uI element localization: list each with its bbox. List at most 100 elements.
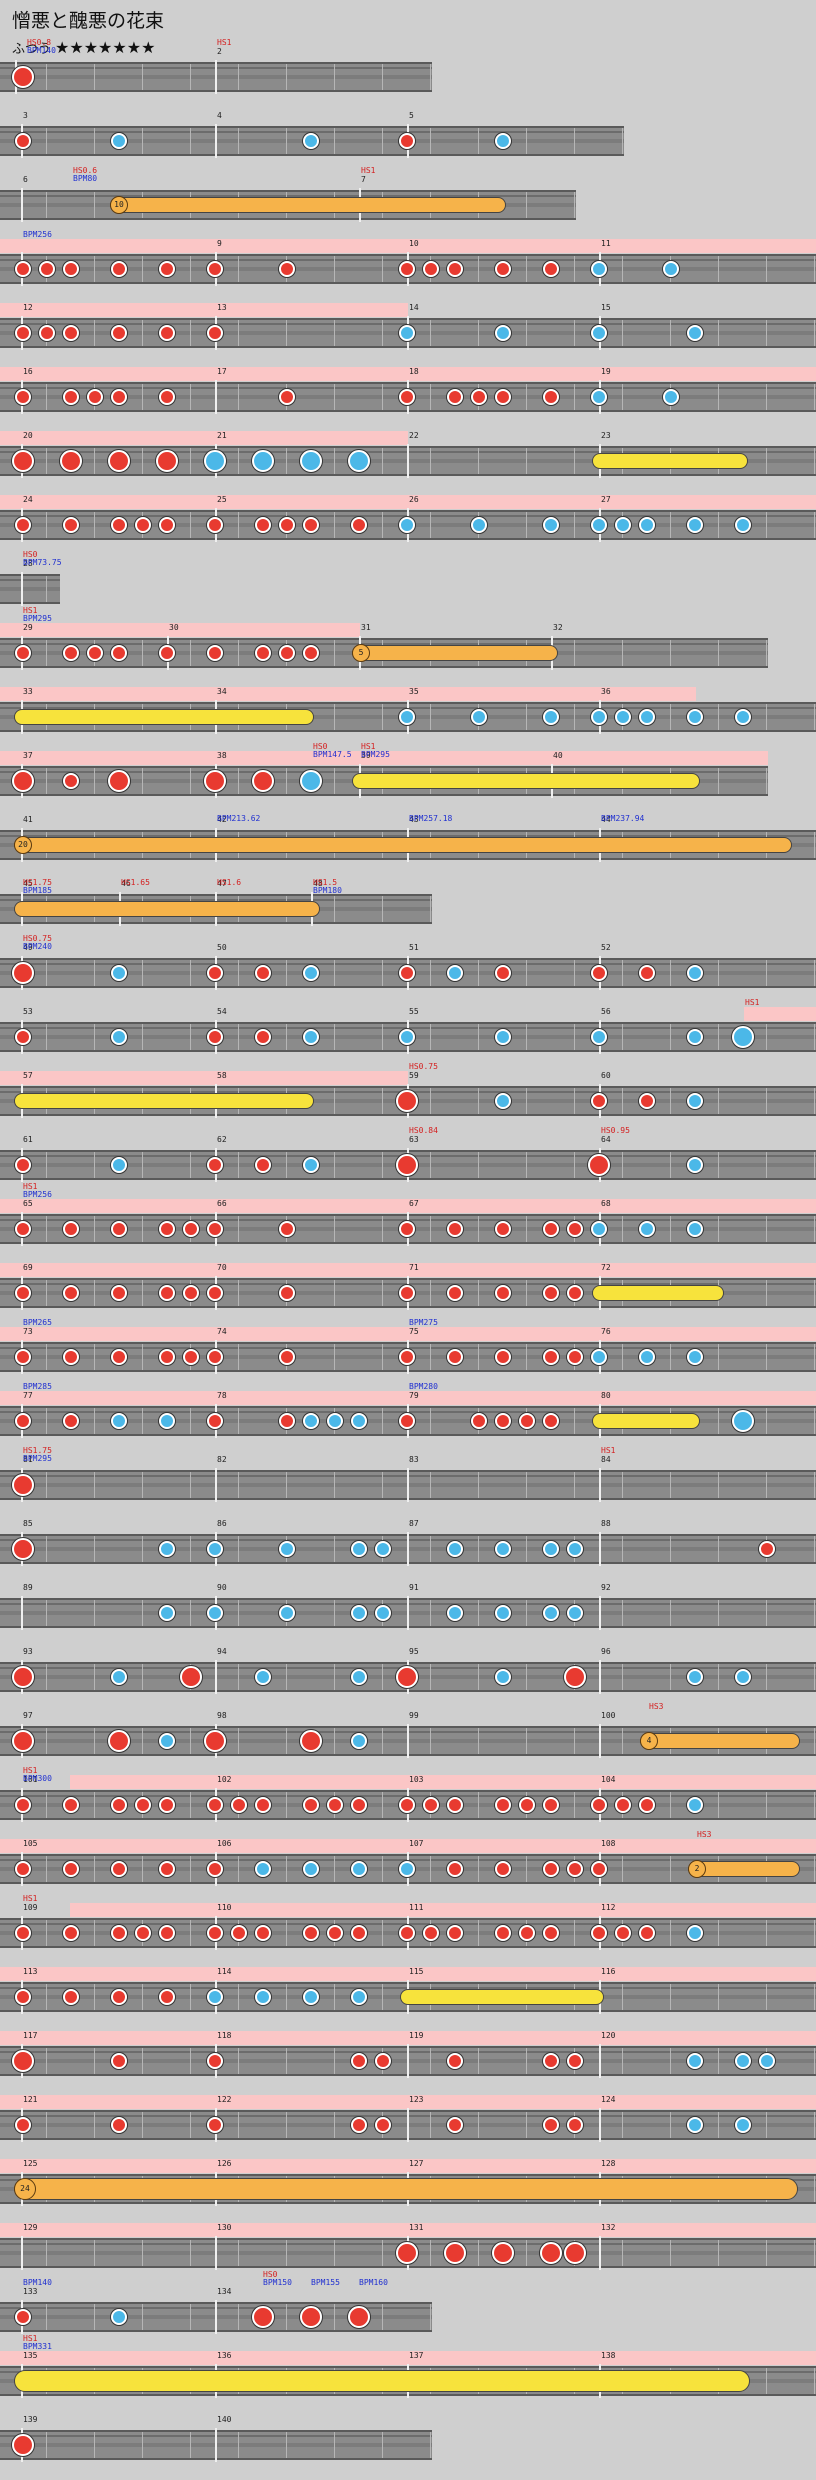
- beat-line: [478, 128, 479, 154]
- beat-line: [430, 2304, 431, 2330]
- beat-line: [478, 1600, 479, 1626]
- beat-line: [718, 1024, 719, 1050]
- beat-line: [286, 2048, 287, 2074]
- beat-line: [670, 1984, 671, 2010]
- don-note: [207, 2053, 223, 2069]
- beat-line: [622, 2240, 623, 2266]
- ka-note: [543, 1605, 559, 1621]
- ka-note: [639, 1221, 655, 1237]
- don-note: [399, 261, 415, 277]
- beat-line: [718, 512, 719, 538]
- measure-number: 123: [409, 2095, 424, 2104]
- don-note: [567, 1221, 583, 1237]
- don-note: [159, 517, 175, 533]
- measure-number: 86: [217, 1519, 227, 1528]
- don-note: [399, 1221, 415, 1237]
- note-lane: [0, 126, 624, 156]
- beat-line: [478, 1664, 479, 1690]
- beat-line: [622, 640, 623, 666]
- beat-line: [46, 1536, 47, 1562]
- beat-line: [670, 1856, 671, 1882]
- ka-note: [471, 517, 487, 533]
- measure-number: 94: [217, 1647, 227, 1656]
- beat-line: [478, 960, 479, 986]
- don-note: [255, 1925, 271, 1941]
- ka-note: [567, 1541, 583, 1557]
- don-note: [207, 1797, 223, 1813]
- bar-line: [407, 1468, 409, 1502]
- scroll-speed-label: HS0.75: [409, 1062, 438, 1071]
- ka-note: [495, 1029, 511, 1045]
- don-note: [279, 1349, 295, 1365]
- measure-row: 97 98 99 100 HS3 4: [0, 1702, 816, 1772]
- beat-line: [334, 128, 335, 154]
- gogo-band: [0, 1391, 816, 1405]
- beat-line: [382, 1152, 383, 1178]
- measure-number: 96: [601, 1647, 611, 1656]
- beat-line: [382, 1408, 383, 1434]
- beat-line: [190, 1152, 191, 1178]
- beat-line: [142, 2432, 143, 2458]
- bpm-label: BPM140: [27, 46, 56, 55]
- bpm-label: BPM256: [23, 230, 52, 239]
- beat-line: [622, 1728, 623, 1754]
- don-big-note: [396, 1154, 418, 1176]
- beat-line: [286, 1728, 287, 1754]
- bpm-label: BPM155: [311, 2278, 340, 2287]
- ka-note: [255, 1861, 271, 1877]
- beat-line: [526, 1152, 527, 1178]
- don-big-note: [12, 2434, 34, 2456]
- beat-line: [670, 1536, 671, 1562]
- beat-line: [190, 2048, 191, 2074]
- measure-number: 118: [217, 2031, 232, 2040]
- beat-line: [46, 1728, 47, 1754]
- beat-line: [238, 1984, 239, 2010]
- beat-line: [238, 256, 239, 282]
- don-note: [495, 1797, 511, 1813]
- gogo-band: [0, 623, 360, 637]
- beat-line: [94, 2240, 95, 2266]
- measure-row: 3 4 5: [0, 108, 624, 172]
- beat-line: [622, 1664, 623, 1690]
- measure-number: 74: [217, 1327, 227, 1336]
- gogo-band: [0, 1839, 816, 1853]
- beat-line: [430, 960, 431, 986]
- bpm-label: BPM237.94: [601, 814, 645, 823]
- measure-row: 33 34 35 36: [0, 684, 816, 748]
- beat-line: [670, 1920, 671, 1946]
- measure-number: 50: [217, 943, 227, 952]
- beat-line: [382, 896, 383, 922]
- don-note: [135, 517, 151, 533]
- ka-note: [279, 1541, 295, 1557]
- gogo-band: [0, 367, 816, 381]
- don-note: [63, 261, 79, 277]
- ka-big-note: [252, 450, 274, 472]
- beat-line: [94, 1856, 95, 1882]
- measure-number: 25: [217, 495, 227, 504]
- don-note: [15, 133, 31, 149]
- don-note: [207, 1349, 223, 1365]
- beat-line: [46, 128, 47, 154]
- beat-line: [286, 960, 287, 986]
- beat-line: [670, 704, 671, 730]
- drumroll-note: [14, 901, 320, 917]
- gogo-band: [0, 2223, 816, 2237]
- beat-line: [334, 1152, 335, 1178]
- don-big-note: [396, 1090, 418, 1112]
- gogo-band: [0, 1071, 408, 1085]
- beat-line: [526, 1024, 527, 1050]
- don-note: [519, 1797, 535, 1813]
- beat-line: [478, 1152, 479, 1178]
- measure-number: 95: [409, 1647, 419, 1656]
- measure-row: 113 114 115 116: [0, 1964, 816, 2028]
- ka-note: [591, 261, 607, 277]
- beat-line: [382, 1856, 383, 1882]
- don-note: [615, 1797, 631, 1813]
- measure-row: 101 102 103 104 HS1 BPM300: [0, 1766, 816, 1836]
- ka-note: [399, 517, 415, 533]
- beat-line: [574, 1088, 575, 1114]
- scroll-speed-label: HS1: [601, 1446, 616, 1455]
- measure-number: 136: [217, 2351, 232, 2360]
- beat-line: [718, 1600, 719, 1626]
- beat-line: [526, 1728, 527, 1754]
